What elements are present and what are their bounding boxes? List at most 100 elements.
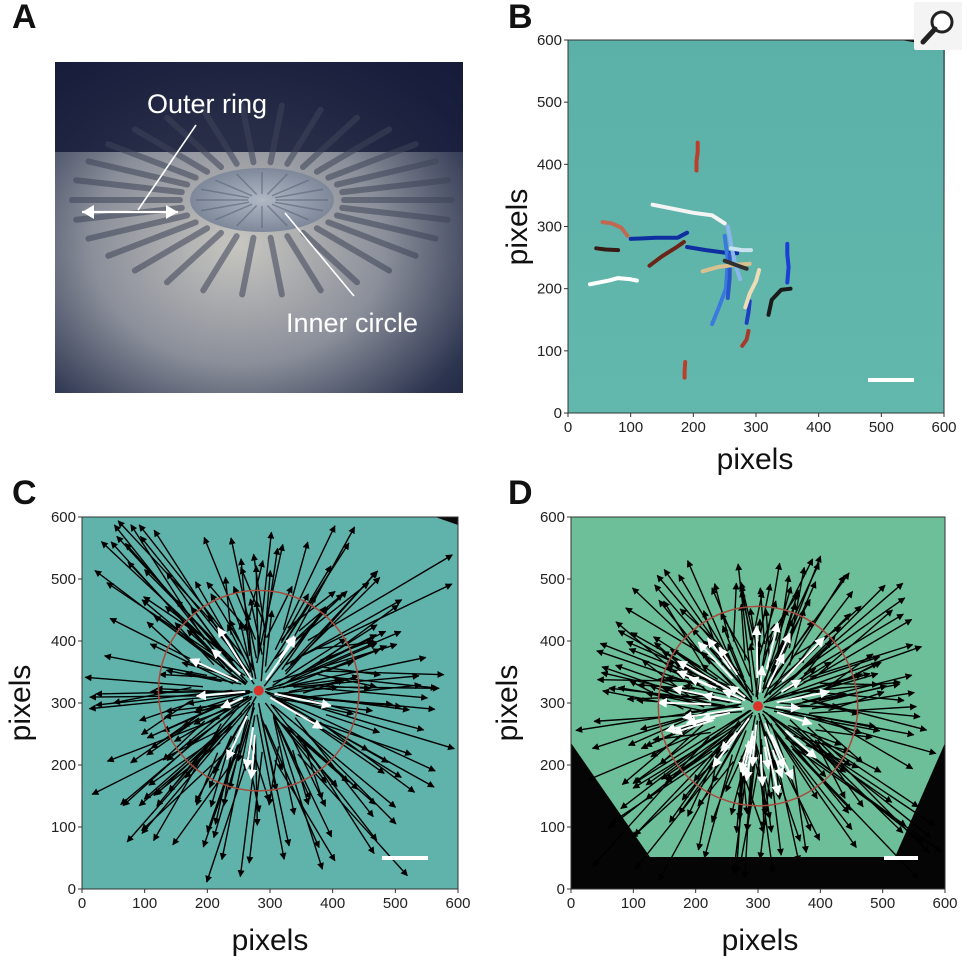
flow-arrow: [146, 621, 191, 662]
y-tick-label: 300: [51, 695, 76, 712]
ridge: [284, 106, 324, 167]
y-tick-label: 400: [51, 633, 76, 650]
trajectory-9: [694, 140, 700, 173]
flow-arrow: [320, 670, 445, 679]
flow-arrow: [632, 722, 740, 789]
flow-arrow: [238, 622, 254, 678]
panel-d-xlabel: pixels: [722, 924, 799, 957]
flow-arrow: [274, 718, 333, 838]
y-tick-label: 400: [540, 633, 565, 650]
flow-arrow: [792, 726, 932, 839]
y-tick-label: 300: [540, 695, 565, 712]
flow-arrow: [317, 673, 378, 689]
flow-arrow: [809, 703, 918, 714]
flow-arrow: [660, 731, 731, 780]
zoom-button[interactable]: [914, 2, 962, 50]
flow-arrow: [248, 560, 265, 618]
panel-d-center-dot: [753, 701, 763, 712]
flow-arrow: [830, 720, 914, 770]
y-tick-label: 100: [51, 819, 76, 836]
flow-arrow: [103, 653, 208, 677]
x-tick-label: 500: [869, 419, 894, 436]
outer-ring-label: Outer ring: [147, 89, 267, 119]
trajectory-2: [594, 246, 621, 253]
flow-arrow-white: [247, 734, 257, 780]
panel-d-ylabel: pixels: [491, 665, 524, 742]
flow-arrow: [787, 724, 842, 746]
ridge: [164, 229, 224, 286]
flow-arrow: [267, 655, 427, 691]
y-tick-label: 200: [540, 757, 565, 774]
flow-arrow: [297, 753, 408, 877]
panel-letter-c: C: [12, 474, 37, 512]
flow-arrow: [645, 711, 754, 801]
flow-arrow: [153, 742, 221, 796]
x-tick-label: 300: [745, 895, 770, 912]
ripple: [215, 203, 253, 221]
flow-arrow-white: [781, 636, 825, 682]
ridge: [105, 141, 199, 181]
flow-arrow: [773, 710, 881, 734]
flow-arrow-white: [756, 665, 767, 693]
trajectories: [587, 140, 793, 380]
y-tick-label: 500: [537, 94, 562, 111]
flow-arrow: [284, 677, 342, 688]
flow-arrow: [195, 752, 219, 806]
flow-arrow: [257, 531, 275, 652]
flow-arrow: [809, 643, 914, 678]
flow-arrow: [278, 642, 378, 687]
flow-arrow: [640, 723, 693, 750]
flow-arrow: [266, 746, 280, 806]
flow-arrow: [210, 593, 241, 643]
x-tick-label: 200: [681, 419, 706, 436]
flow-arrow: [768, 714, 936, 827]
flow-arrow: [228, 537, 258, 659]
flow-arrow: [792, 765, 809, 854]
flow-arrow: [739, 590, 754, 646]
flow-arrow: [817, 723, 864, 764]
flow-arrow: [272, 695, 354, 717]
panel-d-vector-field: [575, 555, 943, 882]
ridge: [85, 158, 191, 188]
flow-arrow: [281, 692, 425, 732]
flow-arrow: [747, 643, 759, 700]
ridge: [284, 233, 324, 294]
magnifier-icon: [920, 10, 954, 45]
flow-arrow: [166, 706, 231, 761]
ripple: [236, 173, 258, 195]
flow-arrow: [190, 606, 243, 677]
flow-arrow-white: [676, 670, 717, 690]
flow-arrow: [803, 655, 881, 683]
panel-c-circle: [157, 589, 360, 792]
flow-arrow: [272, 716, 297, 816]
flow-arrow: [209, 752, 228, 808]
panel-letter-a: A: [12, 0, 37, 36]
trajectory-16: [740, 328, 751, 348]
trajectory-19: [766, 286, 793, 317]
flow-arrow: [599, 642, 744, 700]
inner-circle-label: Inner circle: [286, 308, 418, 338]
flow-arrow: [284, 577, 381, 672]
flow-arrow-white: [780, 679, 802, 693]
flow-arrow-white: [697, 641, 734, 680]
flow-arrow: [279, 729, 311, 800]
ridge: [131, 225, 211, 274]
y-tick-label: 600: [540, 509, 565, 526]
flow-arrow: [721, 625, 745, 679]
flow-arrow: [212, 696, 257, 774]
y-tick-label: 200: [537, 281, 562, 298]
flow-arrow: [770, 645, 923, 701]
trajectory-4: [647, 240, 686, 268]
outer-ring-pointer: [137, 124, 197, 211]
flow-arrow: [274, 525, 336, 651]
flow-arrow: [262, 547, 281, 646]
panel-c-center-dot: [253, 685, 264, 696]
panel-letter-d: D: [508, 474, 533, 512]
x-tick-label: 0: [564, 419, 572, 436]
flow-arrow: [769, 620, 814, 685]
ridge: [267, 102, 285, 166]
panel-b-xlabel: pixels: [717, 443, 794, 476]
ridge: [300, 114, 360, 171]
flow-arrow: [106, 717, 220, 763]
flow-arrow: [286, 724, 359, 790]
